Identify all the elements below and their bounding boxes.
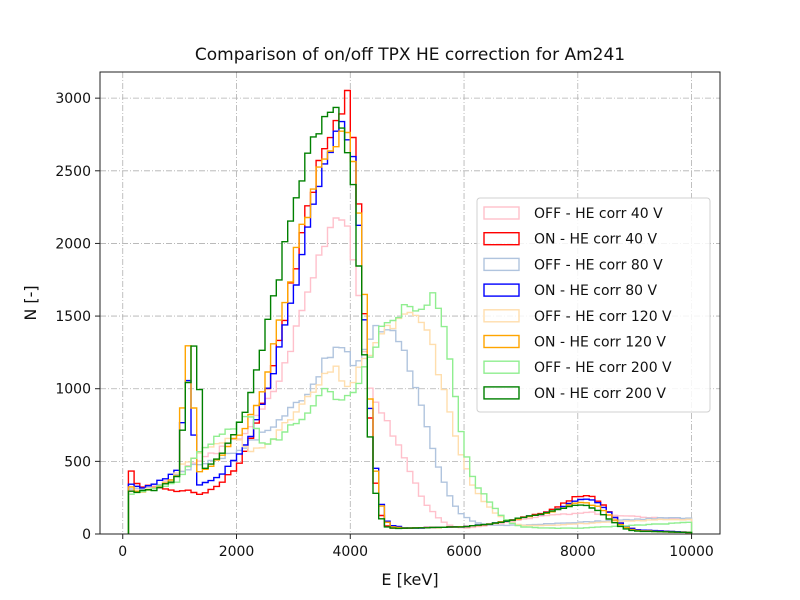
legend-swatch: [483, 257, 520, 272]
series-line-1: [127, 217, 693, 534]
legend-label: ON - HE corr 40 V: [534, 232, 658, 248]
legend-box: [476, 197, 711, 413]
x-tick-label: 4000: [332, 544, 368, 560]
x-tick-label: 0: [118, 544, 127, 560]
x-tick-label: 2000: [219, 544, 255, 560]
legend: OFF - HE corr 40 V ON - HE corr 40 V OFF -…: [476, 197, 711, 413]
legend-swatch: [483, 334, 520, 349]
legend-swatch: [483, 360, 520, 374]
x-axis-label: E [keV]: [381, 570, 438, 589]
legend-swatch: [483, 309, 520, 323]
x-tick-label: 6000: [446, 544, 482, 560]
plot-frame: [99, 71, 721, 535]
y-tick-label: 500: [64, 454, 91, 470]
y-tick-label: 0: [82, 527, 91, 543]
chart-title: Comparison of on/off TPX HE correction f…: [195, 45, 625, 65]
legend-swatch: [483, 283, 520, 297]
legend-swatch: [483, 206, 520, 220]
y-tick-label: 1500: [55, 309, 91, 325]
y-tick-label: 2000: [55, 236, 91, 252]
legend-label: OFF - HE corr 40 V: [534, 206, 663, 222]
series-group: [127, 89, 693, 534]
legend-label: OFF - HE corr 80 V: [534, 257, 663, 273]
legend-label: OFF - HE corr 200 V: [534, 360, 672, 376]
legend-label: ON - HE corr 120 V: [534, 335, 666, 351]
legend-swatch: [483, 231, 520, 246]
y-axis-label: N [-]: [21, 285, 40, 320]
y-tick-label: 2500: [55, 164, 91, 180]
x-tick-label: 10000: [669, 544, 714, 560]
legend-label: ON - HE corr 200 V: [534, 386, 666, 402]
series-line-7: [127, 292, 693, 534]
legend-label: ON - HE corr 80 V: [534, 283, 658, 299]
legend-label: OFF - HE corr 120 V: [534, 309, 672, 325]
series-line-5: [127, 311, 693, 534]
series-line-8: [127, 106, 693, 534]
y-tick-label: 1000: [55, 382, 91, 398]
legend-swatch: [483, 386, 520, 400]
y-tick-label: 3000: [55, 91, 91, 107]
y-axis-ticks: 0 500 1000 1500 2000 2500 3000: [55, 91, 100, 543]
x-axis-ticks: 0 2000 4000 6000 8000 10000: [118, 534, 714, 560]
x-tick-label: 8000: [560, 544, 596, 560]
